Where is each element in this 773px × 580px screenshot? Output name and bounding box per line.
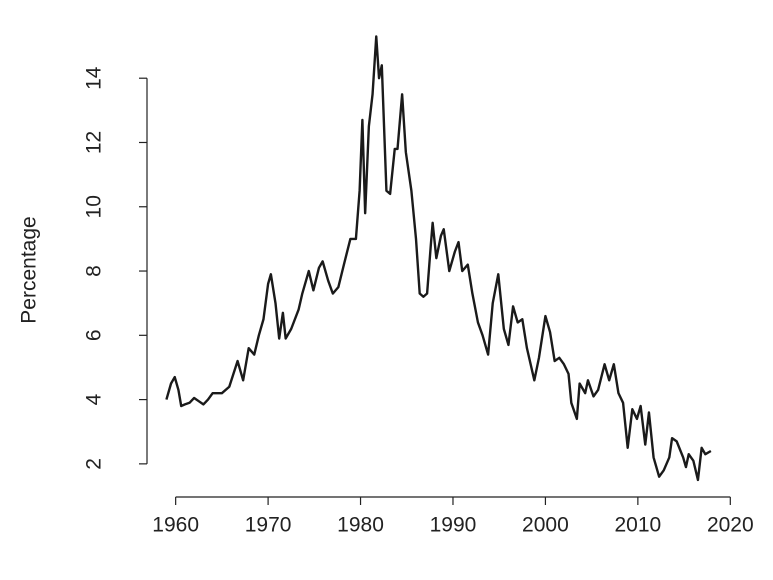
y-tick-label: 12 xyxy=(83,131,106,154)
series-line xyxy=(165,35,712,482)
y-tick-label: 6 xyxy=(83,329,106,341)
x-tick-label: 1960 xyxy=(152,514,199,537)
y-tick-label: 4 xyxy=(83,393,106,405)
y-tick-label: 10 xyxy=(83,195,106,218)
x-tick-label: 1980 xyxy=(337,514,384,537)
x-tick-label: 1970 xyxy=(245,514,292,537)
x-tick-label: 2020 xyxy=(707,514,754,537)
y-tick-label: 8 xyxy=(83,265,106,277)
y-tick-label: 2 xyxy=(83,458,106,470)
x-tick-label: 1990 xyxy=(430,514,477,537)
x-tick-label: 2000 xyxy=(522,514,569,537)
x-tick-label: 2010 xyxy=(615,514,662,537)
y-axis-label: Percentage xyxy=(18,216,41,323)
y-tick-label: 14 xyxy=(83,66,106,90)
